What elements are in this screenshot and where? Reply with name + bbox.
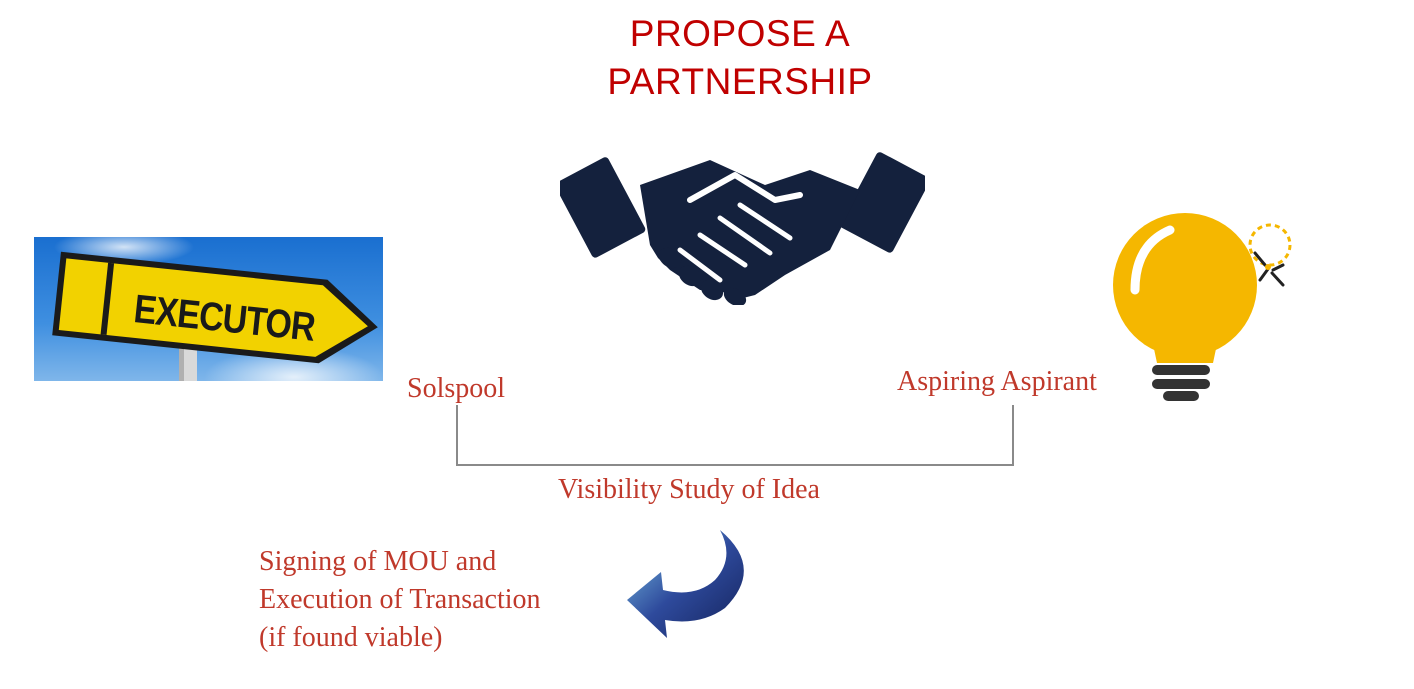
mou-line-1: Signing of MOU and (259, 546, 497, 577)
connector-bracket (456, 405, 1014, 466)
mou-line-3: (if found viable) (259, 622, 443, 653)
curved-arrow-icon (627, 530, 744, 638)
handshake-icon (560, 152, 925, 305)
mou-label: Signing of MOU and Execution of Transact… (259, 543, 619, 657)
aspiring-aspirant-label: Aspiring Aspirant (897, 366, 1097, 397)
mou-line-2: Execution of Transaction (259, 584, 541, 615)
title-line-2: PARTNERSHIP (607, 61, 873, 102)
executor-sign-image: EXECUTOR (34, 237, 383, 381)
visibility-study-label: Visibility Study of Idea (558, 474, 820, 505)
solspool-label: Solspool (407, 373, 506, 404)
title-line-1: PROPOSE A (629, 13, 851, 54)
page-title: PROPOSE A PARTNERSHIP (560, 10, 920, 106)
lightbulb-icon (1113, 213, 1292, 401)
